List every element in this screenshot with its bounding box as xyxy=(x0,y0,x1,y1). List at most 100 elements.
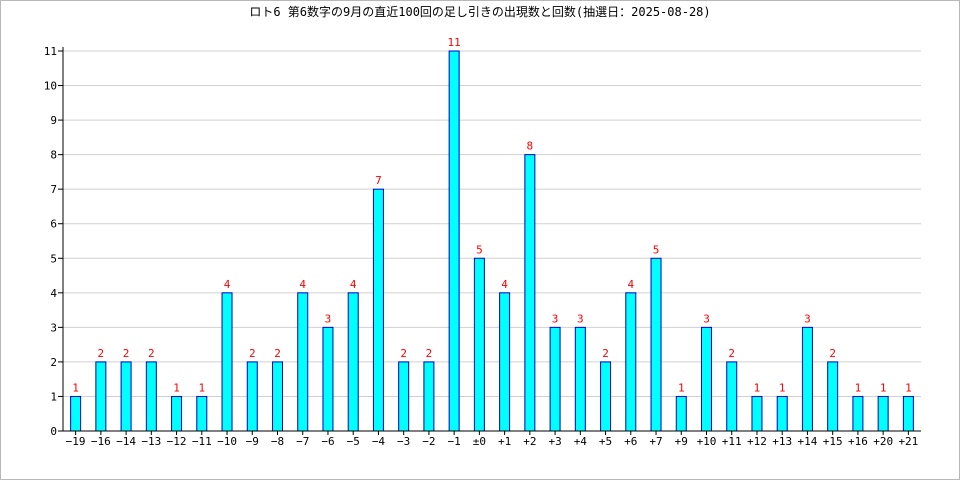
x-tick-label: ±0 xyxy=(473,435,486,448)
data-label: 4 xyxy=(350,278,357,291)
bar xyxy=(776,395,788,432)
x-tick-label: −9 xyxy=(246,435,259,448)
y-tick-label: 3 xyxy=(50,321,57,334)
bar xyxy=(120,361,132,432)
data-label: 5 xyxy=(653,243,660,256)
y-tick-label: 10 xyxy=(44,80,57,93)
x-tick-label: −11 xyxy=(192,435,212,448)
data-label: 7 xyxy=(375,174,382,187)
bar xyxy=(347,292,359,432)
x-tick-label: −2 xyxy=(422,435,435,448)
bar xyxy=(600,361,612,432)
x-tick-label: −10 xyxy=(217,435,237,448)
bar xyxy=(801,326,813,432)
bar xyxy=(246,361,258,432)
x-tick-label: −4 xyxy=(372,435,386,448)
x-tick-label: −13 xyxy=(141,435,161,448)
x-tick-label: +14 xyxy=(798,435,818,448)
x-tick-label: +7 xyxy=(649,435,662,448)
bar xyxy=(751,395,763,432)
data-label: 3 xyxy=(703,312,710,325)
data-label: 2 xyxy=(98,347,105,360)
data-label: 1 xyxy=(72,381,79,394)
x-tick-label: +20 xyxy=(873,435,893,448)
x-tick-label: −7 xyxy=(296,435,309,448)
data-label: 4 xyxy=(299,278,306,291)
data-label: 4 xyxy=(224,278,231,291)
y-tick-label: 7 xyxy=(50,183,57,196)
data-label: 2 xyxy=(249,347,256,360)
x-tick-label: +21 xyxy=(898,435,918,448)
bar xyxy=(675,395,687,432)
data-label: 2 xyxy=(829,347,836,360)
bar xyxy=(852,395,864,432)
data-label: 2 xyxy=(728,347,735,360)
bar xyxy=(650,257,662,432)
data-label: 2 xyxy=(274,347,281,360)
bar xyxy=(701,326,712,432)
bar xyxy=(827,361,839,432)
y-tick-label: 5 xyxy=(50,252,57,265)
bar xyxy=(902,395,914,432)
bar xyxy=(322,326,334,432)
y-tick-label: 0 xyxy=(50,425,57,438)
data-label: 4 xyxy=(501,278,508,291)
data-label: 1 xyxy=(678,381,685,394)
data-label: 4 xyxy=(627,278,634,291)
x-tick-label: +11 xyxy=(722,435,742,448)
y-tick-label: 4 xyxy=(50,287,57,300)
x-tick-label: +6 xyxy=(624,435,637,448)
bar xyxy=(398,361,410,432)
data-label: 2 xyxy=(400,347,407,360)
bar xyxy=(473,257,485,432)
x-tick-label: −14 xyxy=(116,435,136,448)
data-label: 1 xyxy=(905,381,912,394)
y-tick-label: 2 xyxy=(50,356,57,369)
data-label: 2 xyxy=(123,347,130,360)
x-tick-label: −6 xyxy=(321,435,334,448)
data-label: 11 xyxy=(448,36,461,49)
bar xyxy=(372,188,384,432)
data-label: 1 xyxy=(198,381,205,394)
x-tick-label: +4 xyxy=(574,435,588,448)
data-label: 1 xyxy=(880,381,887,394)
data-label: 2 xyxy=(148,347,155,360)
bars xyxy=(70,50,914,432)
x-tick-label: −1 xyxy=(448,435,461,448)
x-tick-label: +10 xyxy=(697,435,717,448)
x-tick-label: +16 xyxy=(848,435,868,448)
y-tick-label: 1 xyxy=(50,390,57,403)
x-tick-label: −19 xyxy=(66,435,86,448)
bar xyxy=(574,326,586,432)
bar xyxy=(423,361,435,432)
x-tick-label: −3 xyxy=(397,435,410,448)
data-label: 1 xyxy=(779,381,786,394)
bar xyxy=(524,154,536,432)
y-tick-label: 8 xyxy=(50,149,57,162)
data-label: 3 xyxy=(325,312,332,325)
bar xyxy=(221,292,233,432)
y-tick-label: 9 xyxy=(50,114,57,127)
data-label: 2 xyxy=(426,347,433,360)
x-tick-label: +15 xyxy=(823,435,843,448)
y-tick-label: 6 xyxy=(50,218,57,231)
bar xyxy=(448,50,460,432)
data-label: 8 xyxy=(527,140,534,153)
gridlines xyxy=(63,50,921,397)
bar xyxy=(625,292,637,432)
x-tick-label: +5 xyxy=(599,435,612,448)
data-label: 3 xyxy=(804,312,811,325)
data-label: 2 xyxy=(602,347,609,360)
data-label: 1 xyxy=(173,381,180,394)
x-tick-label: +12 xyxy=(747,435,767,448)
data-label: 5 xyxy=(476,243,483,256)
bar xyxy=(877,395,889,432)
x-tick-label: −5 xyxy=(347,435,360,448)
data-label: 3 xyxy=(552,312,559,325)
y-tick-label: 11 xyxy=(44,45,57,58)
x-tick-label: −12 xyxy=(167,435,187,448)
bar xyxy=(70,395,82,432)
